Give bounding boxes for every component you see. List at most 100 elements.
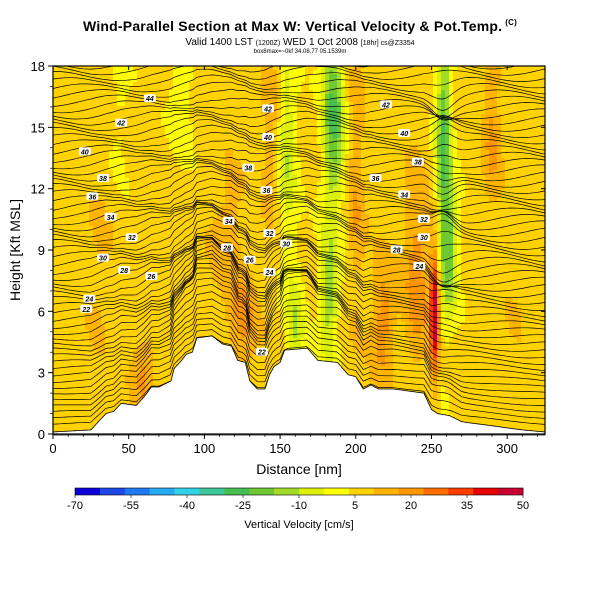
heat-cell bbox=[125, 186, 130, 191]
heat-cell bbox=[53, 158, 58, 163]
heat-cell bbox=[73, 366, 78, 371]
heat-cell bbox=[65, 230, 70, 235]
heat-cell bbox=[177, 74, 182, 79]
heat-cell bbox=[97, 134, 102, 139]
heat-cell bbox=[105, 90, 110, 95]
heat-cell bbox=[121, 110, 126, 115]
heat-cell bbox=[57, 426, 62, 431]
heat-cell bbox=[261, 374, 266, 379]
heat-cell bbox=[269, 94, 274, 99]
heat-cell bbox=[149, 314, 154, 319]
heat-cell bbox=[65, 110, 70, 115]
heat-cell bbox=[97, 102, 102, 107]
heat-cell bbox=[65, 198, 70, 203]
heat-cell bbox=[177, 310, 182, 315]
heat-cell bbox=[57, 214, 62, 219]
heat-cell bbox=[65, 366, 70, 371]
heat-cell bbox=[81, 98, 86, 103]
heat-cell bbox=[161, 178, 166, 183]
heat-cell bbox=[101, 186, 106, 191]
heat-cell bbox=[113, 130, 118, 135]
heat-cell bbox=[105, 362, 110, 367]
heat-cell bbox=[125, 230, 130, 235]
heat-cell bbox=[157, 70, 162, 75]
heat-cell bbox=[149, 254, 154, 259]
heat-cell bbox=[261, 158, 266, 163]
heat-cell bbox=[157, 234, 162, 239]
heat-cell bbox=[253, 222, 258, 227]
heat-cell bbox=[101, 270, 106, 275]
heat-cell bbox=[137, 394, 142, 399]
heat-cell bbox=[57, 374, 62, 379]
heat-cell bbox=[197, 250, 202, 255]
heat-cell bbox=[133, 250, 138, 255]
heat-cell bbox=[85, 110, 90, 115]
heat-cell bbox=[237, 218, 242, 223]
heat-cell bbox=[253, 382, 258, 387]
heat-cell bbox=[269, 86, 274, 91]
heat-cell bbox=[161, 134, 166, 139]
heat-cell bbox=[73, 130, 78, 135]
heat-cell bbox=[233, 206, 238, 211]
heat-cell bbox=[85, 274, 90, 279]
heat-cell bbox=[205, 250, 210, 255]
heat-cell bbox=[81, 390, 86, 395]
heat-cell bbox=[53, 354, 58, 359]
heat-cell bbox=[81, 294, 86, 299]
heat-cell bbox=[105, 78, 110, 83]
heat-cell bbox=[133, 198, 138, 203]
heat-cell bbox=[181, 294, 186, 299]
heat-cell bbox=[53, 250, 58, 255]
heat-cell bbox=[217, 90, 222, 95]
heat-cell bbox=[245, 70, 250, 75]
heat-cell bbox=[101, 310, 106, 315]
heat-cell bbox=[217, 222, 222, 227]
heat-cell bbox=[97, 242, 102, 247]
heat-cell bbox=[73, 102, 78, 107]
heat-cell bbox=[57, 222, 62, 227]
heat-cell bbox=[217, 302, 222, 307]
heat-cell bbox=[101, 86, 106, 91]
heat-cell bbox=[85, 170, 90, 175]
heat-cell bbox=[189, 218, 194, 223]
heat-cell bbox=[81, 262, 86, 267]
heat-cell bbox=[253, 334, 258, 339]
heat-cell bbox=[197, 298, 202, 303]
heat-cell bbox=[93, 254, 98, 259]
heat-cell bbox=[73, 314, 78, 319]
heat-cell bbox=[265, 158, 270, 163]
heat-cell bbox=[145, 322, 150, 327]
heat-cell bbox=[233, 134, 238, 139]
heat-cell bbox=[237, 294, 242, 299]
heat-cell bbox=[213, 118, 218, 123]
heat-cell bbox=[157, 314, 162, 319]
heat-cell bbox=[125, 306, 130, 311]
heat-cell bbox=[153, 382, 158, 387]
heat-cell bbox=[165, 158, 170, 163]
heat-cell bbox=[109, 162, 114, 167]
heat-cell bbox=[69, 134, 74, 139]
heat-cell bbox=[133, 306, 138, 311]
heat-cell bbox=[53, 202, 58, 207]
heat-cell bbox=[161, 66, 166, 71]
heat-cell bbox=[133, 86, 138, 91]
heat-cell bbox=[137, 234, 142, 239]
heat-cell bbox=[89, 326, 94, 331]
heat-cell bbox=[145, 126, 150, 131]
heat-cell bbox=[181, 126, 186, 131]
heat-cell bbox=[93, 218, 98, 223]
heat-cell bbox=[153, 178, 158, 183]
heat-cell bbox=[201, 82, 206, 87]
heat-cell bbox=[153, 230, 158, 235]
heat-cell bbox=[77, 130, 82, 135]
heat-cell bbox=[201, 250, 206, 255]
heat-cell bbox=[65, 266, 70, 271]
heat-cell bbox=[177, 298, 182, 303]
heat-cell bbox=[81, 290, 86, 295]
heat-cell bbox=[229, 190, 234, 195]
heat-cell bbox=[217, 126, 222, 131]
heat-cell bbox=[205, 246, 210, 251]
heat-cell bbox=[149, 250, 154, 255]
heat-cell bbox=[241, 270, 246, 275]
heat-cell bbox=[257, 362, 262, 367]
